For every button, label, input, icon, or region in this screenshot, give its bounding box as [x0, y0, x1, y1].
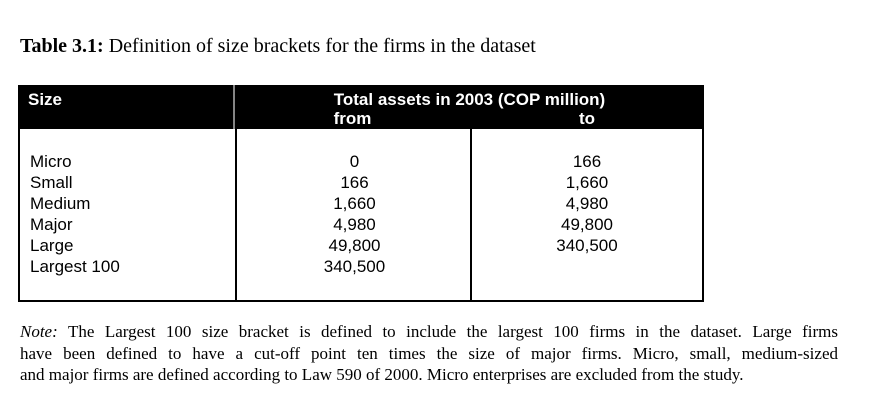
- note-text-line1: The Largest 100 size bracket is defined …: [67, 322, 839, 341]
- cell-from: 340,500: [323, 257, 386, 276]
- cell-from: 1,660: [333, 194, 376, 213]
- table-row: Micro 0 166: [20, 151, 702, 172]
- table-body: Micro 0 166 Small 166 1,660 Medium 1,660…: [18, 129, 704, 302]
- cell-to: 4,980: [565, 194, 609, 213]
- table-note: Note: The Largest 100 size bracket is de…: [20, 321, 838, 386]
- note-line-3: and major firms are defined according to…: [20, 365, 744, 384]
- cell-to: 166: [572, 152, 602, 171]
- table-row: Small 166 1,660: [20, 172, 702, 193]
- cell-size: Micro: [30, 152, 72, 171]
- column-divider-1: [235, 129, 237, 300]
- table-caption-number: Table 3.1:: [20, 35, 104, 57]
- table-row: Large 49,800 340,500: [20, 235, 702, 256]
- header-cell-to: to: [578, 109, 596, 128]
- cell-from: 49,800: [328, 236, 381, 255]
- cell-size: Small: [30, 173, 73, 192]
- cell-to: 49,800: [561, 215, 613, 234]
- table-caption-text: Definition of size brackets for the firm…: [108, 35, 536, 57]
- header-cell-size: Size: [18, 85, 235, 129]
- cell-size: Largest 100: [30, 257, 120, 276]
- table-header-row: Size Total assets in 2003 (COP million) …: [18, 85, 704, 129]
- header-group-label: Total assets in 2003 (COP million): [333, 90, 606, 109]
- header-subrow: from to: [235, 110, 704, 128]
- table-row: Major 4,980 49,800: [20, 214, 702, 235]
- cell-from: 4,980: [333, 215, 376, 234]
- cell-size: Major: [30, 215, 73, 234]
- cell-size: Medium: [30, 194, 91, 213]
- cell-from: 166: [340, 173, 369, 192]
- cell-to: 1,660: [565, 173, 609, 192]
- header-cell-from: from: [333, 109, 372, 128]
- header-group-total-assets: Total assets in 2003 (COP million) from …: [235, 85, 704, 129]
- table-row: Medium 1,660 4,980: [20, 193, 702, 214]
- note-line-1: Note: The Largest 100 size bracket is de…: [20, 321, 838, 343]
- note-label: Note:: [20, 322, 58, 341]
- size-brackets-table: Size Total assets in 2003 (COP million) …: [18, 85, 704, 302]
- note-line-2: have been defined to have a cut-off poin…: [20, 343, 838, 363]
- cell-to: 340,500: [556, 236, 618, 255]
- cell-from: 0: [349, 152, 360, 171]
- table-row: Largest 100 340,500: [20, 256, 702, 277]
- column-divider-2: [470, 129, 472, 300]
- cell-size: Large: [30, 236, 74, 255]
- table-caption: Table 3.1: Definition of size brackets f…: [20, 33, 536, 59]
- cell-to: [472, 256, 702, 277]
